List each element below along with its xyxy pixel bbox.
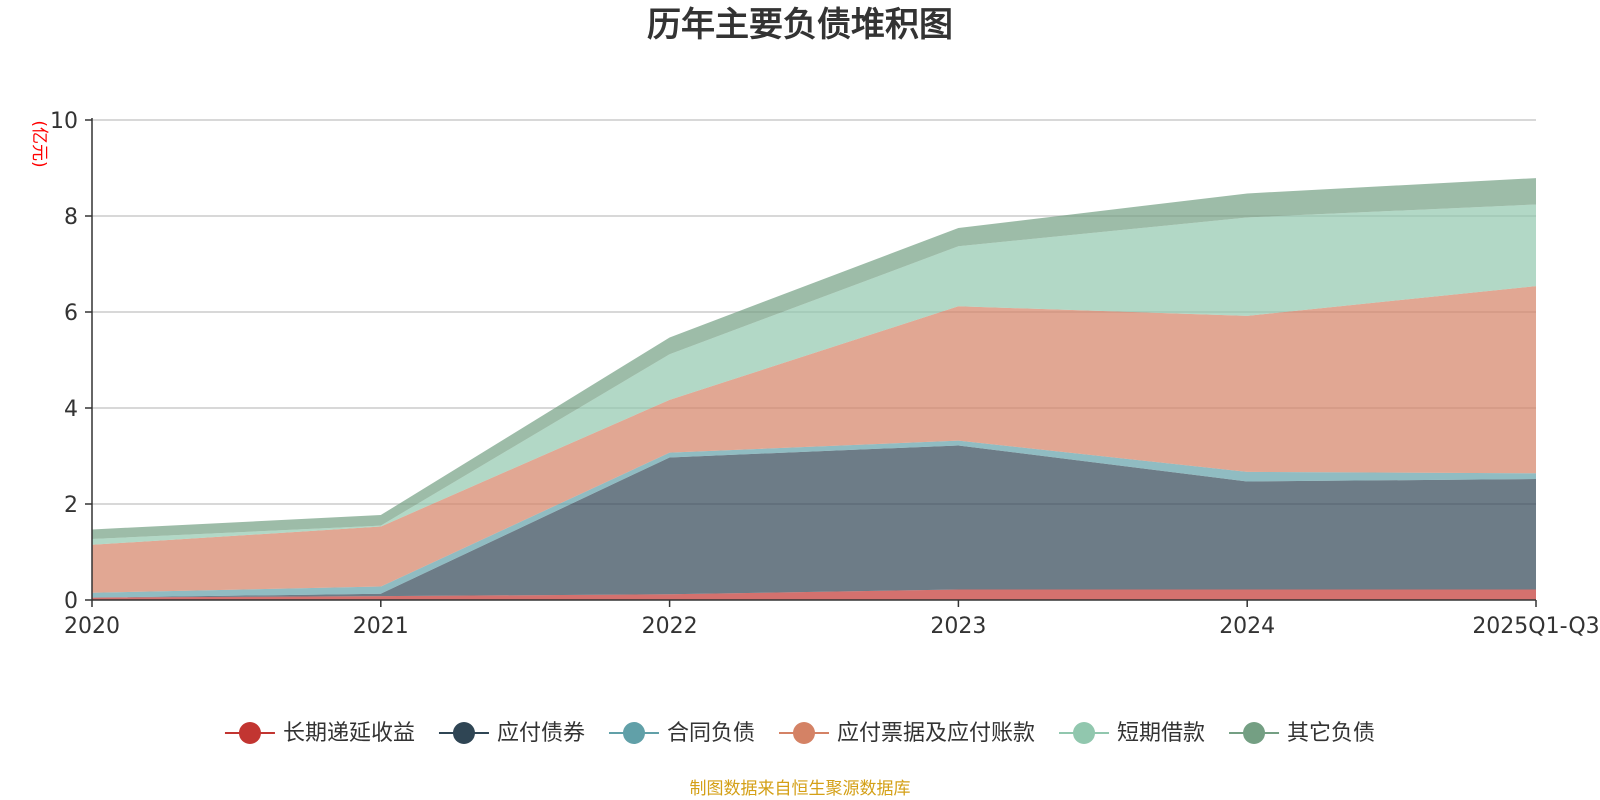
legend-marker-6 [1243,722,1266,744]
y-tick-label-6: 6 [64,301,78,326]
legend-marker-5 [1073,722,1096,744]
chart-title: 历年主要负债堆积图 [647,5,953,45]
legend-item-6[interactable]: 其它负债 [1229,721,1375,746]
x-tick-label-4: 2023 [930,614,986,639]
legend-label-1: 长期递延收益 [283,721,415,746]
legend-item-2[interactable]: 应付债券 [438,721,585,746]
legend-item-3[interactable]: 合同负债 [608,721,755,746]
x-tick-label-5: 2024 [1219,614,1275,639]
x-tick-label-6: 2025Q1-Q3 [1472,614,1599,639]
legend-marker-2 [452,722,475,744]
y-axis-unit-label: (亿元) [29,120,49,167]
legend-item-5[interactable]: 短期借款 [1059,721,1205,746]
legend-item-1[interactable]: 长期递延收益 [224,721,415,746]
legend-label-4: 应付票据及应付账款 [837,721,1035,746]
legend-marker-4 [793,722,815,744]
y-tick-label-10: 10 [50,109,78,134]
area-series-3 [92,440,1536,598]
legend-label-2: 应付债券 [497,721,585,746]
axes: 0 2 4 6 8 10 2020 2021 2022 2023 2024 2025Q1-Q3 [50,109,1600,639]
x-tick-label-2: 2021 [353,614,409,639]
x-tick-label-1: 2020 [64,614,120,639]
y-tick-label-8: 8 [64,205,78,230]
area-series-5 [92,204,1536,545]
area-series-2 [92,445,1536,598]
y-tick-label-4: 4 [64,397,78,422]
legend-item-4[interactable]: 应付票据及应付账款 [779,721,1035,746]
y-tick-label-0: 0 [64,589,78,614]
area-series-1 [92,589,1536,600]
stacked-areas [92,178,1536,600]
source-note: 制图数据来自恒生聚源数据库 [690,779,911,799]
area-series-4 [92,286,1536,593]
legend-marker-1 [238,722,261,744]
legend-marker-3 [622,722,645,744]
x-tick-label-3: 2022 [642,614,698,639]
legend-label-6: 其它负债 [1287,721,1375,746]
legend-label-3: 合同负债 [667,721,755,746]
legend-label-5: 短期借款 [1117,721,1205,746]
y-tick-label-2: 2 [64,493,78,518]
legend[interactable]: 长期递延收益 应付债券 合同负债 应付票据及应付账款 短期借款 其它负债 [224,721,1375,746]
